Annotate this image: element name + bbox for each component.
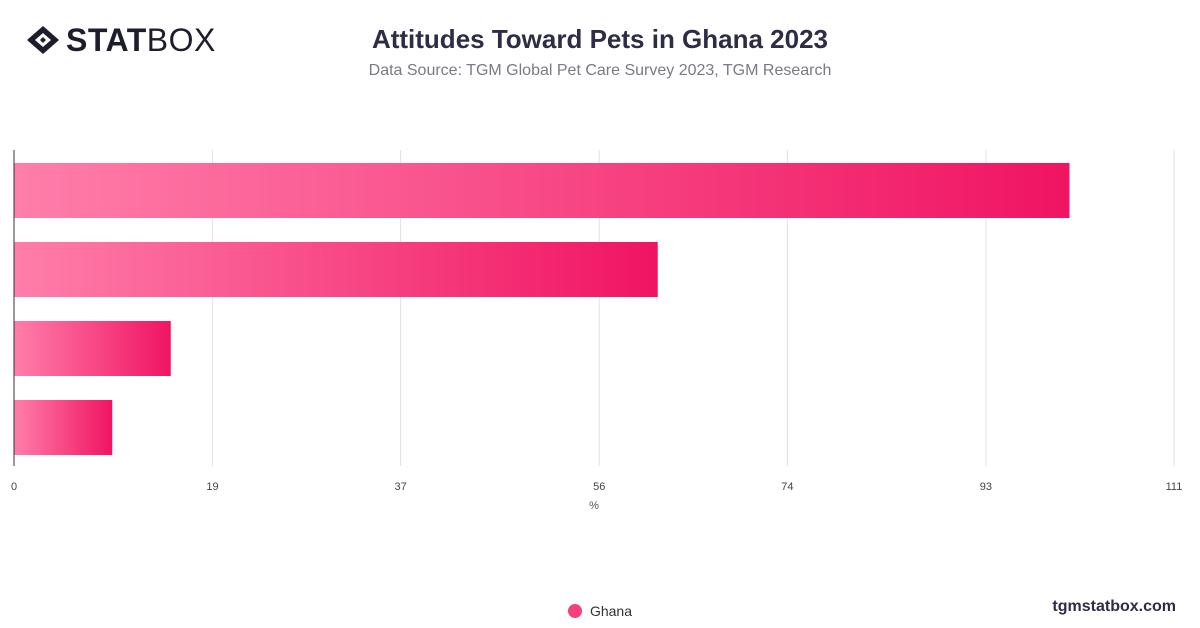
legend-label-ghana: Ghana xyxy=(589,603,633,619)
logo-text-stat: STAT xyxy=(66,22,147,58)
bar-1[interactable] xyxy=(14,163,1070,218)
logo-wordmark: STATBOX xyxy=(66,24,216,56)
statbox-logo: STATBOX xyxy=(26,24,216,56)
chart-subtitle: Data Source: TGM Global Pet Care Survey … xyxy=(368,62,832,79)
logo-text-box: BOX xyxy=(146,22,216,58)
x-tick-label: 56 xyxy=(593,481,605,493)
x-tick-label: 19 xyxy=(206,481,218,493)
x-tick-label: 111 xyxy=(1166,481,1183,493)
bar-4[interactable] xyxy=(14,400,113,455)
x-axis-label: % xyxy=(589,500,599,512)
legend[interactable]: Ghana xyxy=(0,603,1200,619)
x-tick-label: 37 xyxy=(395,481,407,493)
statbox-diamond-icon xyxy=(27,26,59,54)
legend-marker-ghana xyxy=(567,604,582,618)
bar-2[interactable] xyxy=(14,242,658,297)
website-credit: tgmstatbox.com xyxy=(1052,598,1176,615)
bar-3[interactable] xyxy=(14,321,171,376)
chart-title: Attitudes Toward Pets in Ghana 2023 xyxy=(371,24,829,54)
x-tick-label: 0 xyxy=(11,481,17,493)
x-tick-label: 74 xyxy=(781,481,793,493)
x-tick-label: 93 xyxy=(980,481,992,493)
